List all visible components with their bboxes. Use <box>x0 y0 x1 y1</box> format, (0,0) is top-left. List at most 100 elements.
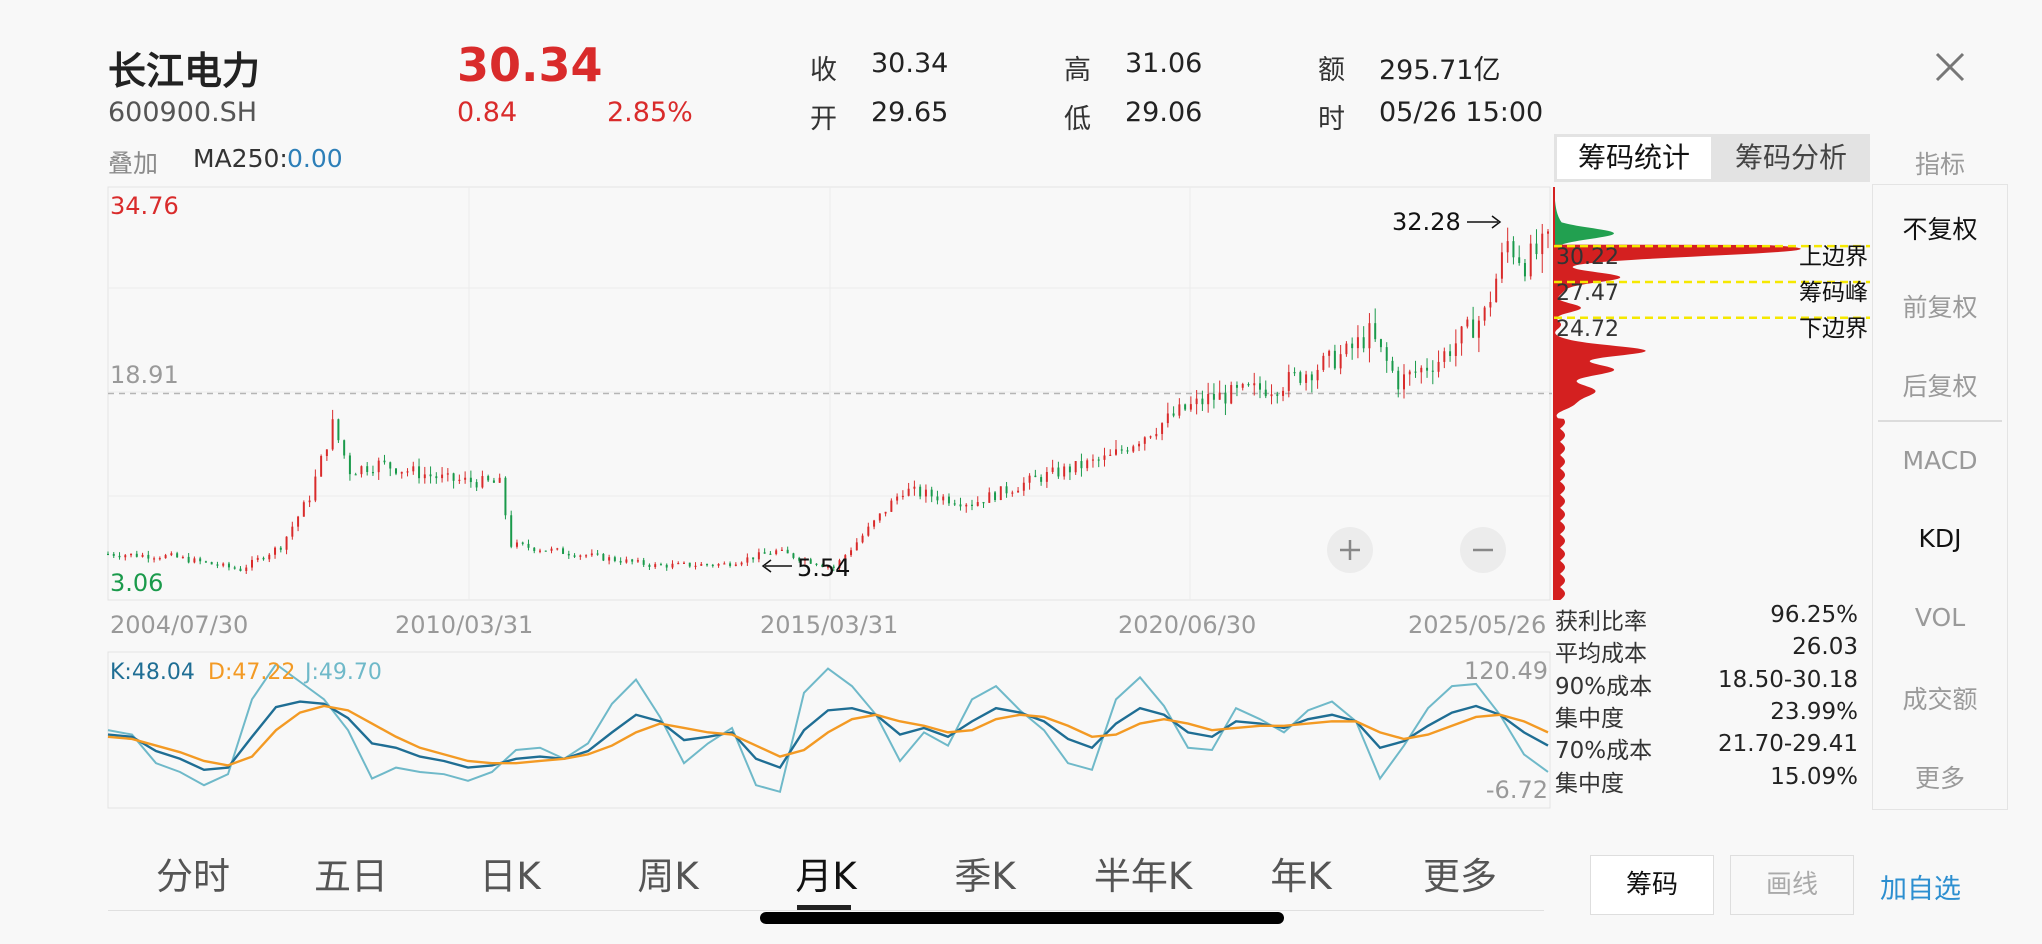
candle-body <box>562 548 565 554</box>
candle-body <box>1466 319 1469 327</box>
zoom-in-button[interactable] <box>1326 526 1374 574</box>
candle-body <box>1420 367 1423 373</box>
candle-body <box>994 492 997 500</box>
candle-body <box>107 553 109 556</box>
kdj-legend-item: K:48.04 <box>110 660 195 685</box>
ma-value: 0.00 <box>287 144 343 173</box>
y-min-label: 3.06 <box>110 569 163 597</box>
menu-forward-adjust[interactable]: 前复权 <box>1902 293 1978 322</box>
candle-body <box>302 502 305 517</box>
menu-no-adjust[interactable]: 不复权 <box>1902 215 1978 244</box>
candle-body <box>1253 383 1256 386</box>
candle-body <box>1264 389 1267 397</box>
tab-chip-analysis[interactable]: 筹码分析 <box>1734 141 1847 174</box>
candle-body <box>216 564 219 566</box>
indicator-title[interactable]: 指标 <box>1914 150 1965 179</box>
chip-level-label: 筹码峰 <box>1799 280 1868 306</box>
candle-body <box>1368 323 1371 349</box>
menu-macd[interactable]: MACD <box>1902 446 1978 475</box>
chip-level-value: 30.22 <box>1556 245 1619 270</box>
candle-body <box>924 489 927 497</box>
candle-body <box>999 486 1002 500</box>
close-icon[interactable] <box>1925 42 1975 92</box>
candle-body <box>798 557 801 561</box>
candle-body <box>740 562 743 565</box>
period-tab[interactable]: 月K <box>795 855 857 898</box>
period-tab[interactable]: 五日 <box>314 855 388 898</box>
last-price: 30.34 <box>457 38 603 92</box>
candle-body <box>1454 343 1457 356</box>
candle-body <box>1316 369 1319 381</box>
candle-body <box>855 542 858 551</box>
period-tab[interactable]: 年K <box>1270 855 1332 898</box>
candle-body <box>389 462 392 469</box>
candle-body <box>930 489 933 497</box>
candle-body <box>1414 371 1417 373</box>
period-tab[interactable]: 更多 <box>1423 855 1497 898</box>
candle-body <box>1201 398 1204 405</box>
candle-body <box>850 550 853 556</box>
menu-vol[interactable]: VOL <box>1914 603 1966 632</box>
candle-body <box>521 542 524 544</box>
candle-body <box>1034 475 1037 478</box>
candle-body <box>1241 384 1244 388</box>
menu-kdj[interactable]: KDJ <box>1918 524 1962 553</box>
candle-body <box>435 476 438 479</box>
period-tab[interactable]: 分时 <box>156 855 230 898</box>
period-tab[interactable]: 半年K <box>1093 855 1193 898</box>
time-label: 时 <box>1318 104 1345 135</box>
candle-body <box>418 466 421 479</box>
candle-body <box>717 563 720 566</box>
candle-body <box>1547 231 1549 234</box>
candle-body <box>1172 413 1175 416</box>
period-tab[interactable]: 周K <box>637 855 699 898</box>
candle-body <box>187 556 190 563</box>
candle-body <box>1230 385 1233 404</box>
period-tab[interactable]: 季K <box>954 855 1016 898</box>
add-watchlist-button[interactable]: 加自选 <box>1880 874 1961 905</box>
draw-line-button[interactable]: 画线 <box>1730 855 1854 915</box>
chip-button[interactable]: 筹码 <box>1590 855 1714 915</box>
candle-body <box>395 468 397 474</box>
candle-body <box>1224 392 1227 404</box>
menu-more[interactable]: 更多 <box>1914 764 1965 793</box>
x-tick-label: 2020/06/30 <box>1118 611 1256 639</box>
candle-body <box>141 554 144 557</box>
candle-body <box>1397 370 1400 390</box>
candle-body <box>291 526 294 537</box>
candle-body <box>475 482 478 488</box>
candle-body <box>1143 437 1146 444</box>
candle-body <box>130 553 133 556</box>
open-value: 29.65 <box>871 97 949 128</box>
candle-body <box>343 440 346 456</box>
arrow-icon <box>761 559 772 573</box>
candle-body <box>227 563 230 568</box>
period-tab[interactable]: 日K <box>479 855 541 898</box>
candle-body <box>337 419 340 441</box>
overlay-button[interactable]: 叠加 <box>108 149 159 178</box>
tab-chip-stats[interactable]: 筹码统计 <box>1557 137 1711 179</box>
chip-profit-area <box>1554 244 1801 600</box>
candle-body <box>1155 433 1158 437</box>
candle-body <box>659 564 662 566</box>
candle-body <box>1149 436 1152 438</box>
chip-level-label: 上边界 <box>1799 244 1868 270</box>
candle-body <box>458 479 461 481</box>
candle-body <box>262 557 265 560</box>
candle-body <box>1218 392 1221 400</box>
candle-body <box>1385 347 1388 361</box>
candle-body <box>625 559 628 563</box>
candle-body <box>423 474 426 479</box>
menu-backward-adjust[interactable]: 后复权 <box>1902 372 1978 401</box>
zoom-out-button[interactable] <box>1459 526 1507 574</box>
candle-body <box>936 496 939 501</box>
candle-body <box>1011 492 1014 494</box>
candle-body <box>1207 393 1210 405</box>
candle-body <box>1362 337 1365 349</box>
menu-turnover[interactable]: 成交额 <box>1902 685 1978 714</box>
kdj-j-line <box>107 662 1549 794</box>
candle-body <box>734 564 737 566</box>
candle-body <box>199 558 202 562</box>
time-value: 05/26 15:00 <box>1379 97 1544 128</box>
candle-body <box>429 474 432 477</box>
